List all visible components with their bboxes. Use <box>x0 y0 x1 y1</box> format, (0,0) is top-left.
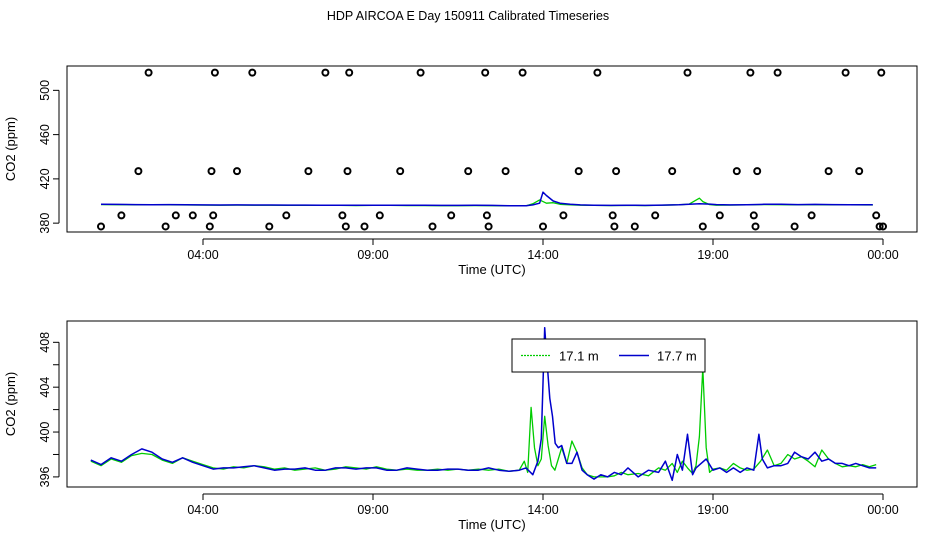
data-point-marker <box>698 222 707 231</box>
data-point-marker <box>824 167 833 176</box>
chart-title: HDP AIRCOA E Day 150911 Calibrated Times… <box>326 9 610 23</box>
data-point-marker <box>265 222 274 231</box>
data-point-marker <box>482 211 491 220</box>
data-point-marker <box>855 167 864 176</box>
data-point-marker <box>97 222 105 231</box>
data-point-marker <box>612 167 621 176</box>
data-point-marker <box>144 68 153 77</box>
data-point-marker <box>773 68 782 77</box>
y-tick-label: 408 <box>38 332 52 353</box>
y-tick-label: 380 <box>38 213 52 234</box>
data-point-marker <box>161 222 170 231</box>
data-point-marker <box>345 68 354 77</box>
data-point-marker <box>715 211 724 220</box>
series-line-17-7-m <box>100 191 873 207</box>
plot-frame <box>66 320 918 488</box>
data-point-marker <box>518 68 527 77</box>
data-point-marker <box>877 68 886 77</box>
data-point-marker <box>341 222 350 231</box>
data-point-marker <box>321 68 330 77</box>
data-point-marker <box>732 167 741 176</box>
legend-box <box>511 338 706 373</box>
x-tick-label: 00:00 <box>867 248 898 262</box>
x-axis-label: Time (UTC) <box>458 262 525 277</box>
x-tick-label: 19:00 <box>697 503 728 517</box>
data-point-marker <box>539 222 547 231</box>
data-point-marker <box>746 68 755 77</box>
data-point-marker <box>872 211 881 220</box>
data-point-marker <box>233 167 241 176</box>
data-point-marker <box>207 167 216 176</box>
data-point-marker <box>841 68 850 77</box>
y-tick-label: 404 <box>38 377 52 398</box>
top-panel: 04:00 09:00 14:00 19:00 00:00 Time (UTC) 380 42… <box>3 65 918 277</box>
data-point-marker <box>396 167 405 176</box>
data-point-marker <box>282 211 291 220</box>
data-point-marker <box>790 222 799 231</box>
data-point-marker <box>753 167 762 176</box>
data-point-marker <box>210 68 219 77</box>
data-point-marker <box>484 222 493 231</box>
data-point-marker <box>416 68 425 77</box>
data-point-marker <box>559 211 568 220</box>
legend: 17.1 m 17.7 m <box>511 338 706 373</box>
data-point-marker <box>593 68 602 77</box>
series-line-17-7-m <box>90 326 877 482</box>
data-point-marker <box>610 222 619 231</box>
data-point-marker <box>360 222 369 231</box>
data-point-marker <box>749 211 758 220</box>
x-tick-label: 00:00 <box>867 503 898 517</box>
data-point-marker <box>343 167 352 176</box>
x-tick-label: 04:00 <box>187 503 218 517</box>
data-point-marker <box>630 222 639 231</box>
data-point-marker <box>683 68 692 77</box>
data-point-marker <box>134 167 143 176</box>
data-point-marker <box>651 211 660 220</box>
legend-label: 17.1 m <box>559 349 599 364</box>
data-point-marker <box>304 167 313 176</box>
data-point-marker <box>428 222 437 231</box>
data-point-marker <box>668 167 677 176</box>
x-axis-label: Time (UTC) <box>458 517 525 532</box>
y-axis-label: CO2 (ppm) <box>3 117 18 181</box>
y-tick-label: 500 <box>38 80 52 101</box>
y-axis-label: CO2 (ppm) <box>3 372 18 436</box>
data-point-marker <box>188 211 197 220</box>
x-tick-label: 14:00 <box>527 503 558 517</box>
x-tick-label: 09:00 <box>357 503 388 517</box>
data-point-marker <box>248 68 257 77</box>
legend-label: 17.7 m <box>657 349 697 364</box>
data-point-marker <box>574 167 583 176</box>
x-tick-label: 04:00 <box>187 248 218 262</box>
data-point-marker <box>171 211 180 220</box>
y-tick-label: 460 <box>38 124 52 145</box>
data-point-marker <box>481 68 490 77</box>
data-point-marker <box>117 211 126 220</box>
x-tick-label: 09:00 <box>357 248 388 262</box>
data-point-marker <box>879 222 887 231</box>
data-point-marker <box>209 211 218 220</box>
y-tick-label: 400 <box>38 422 52 443</box>
y-tick-label: 420 <box>38 168 52 189</box>
data-point-marker <box>375 211 384 220</box>
x-tick-label: 14:00 <box>527 248 558 262</box>
data-point-marker <box>338 211 347 220</box>
plot-frame <box>66 65 918 233</box>
x-tick-label: 19:00 <box>697 248 728 262</box>
data-point-marker <box>751 222 760 231</box>
data-point-marker <box>464 167 473 176</box>
data-point-marker <box>875 222 884 231</box>
data-point-marker <box>205 222 214 231</box>
data-point-marker <box>501 167 510 176</box>
series-line-17-1-m <box>90 367 877 478</box>
bottom-panel: 04:00 09:00 14:00 19:00 00:00 Time (UTC) 396 40… <box>3 320 918 532</box>
data-point-marker <box>608 211 617 220</box>
y-tick-label: 396 <box>38 466 52 487</box>
data-point-marker <box>447 211 456 220</box>
data-point-marker <box>807 211 816 220</box>
